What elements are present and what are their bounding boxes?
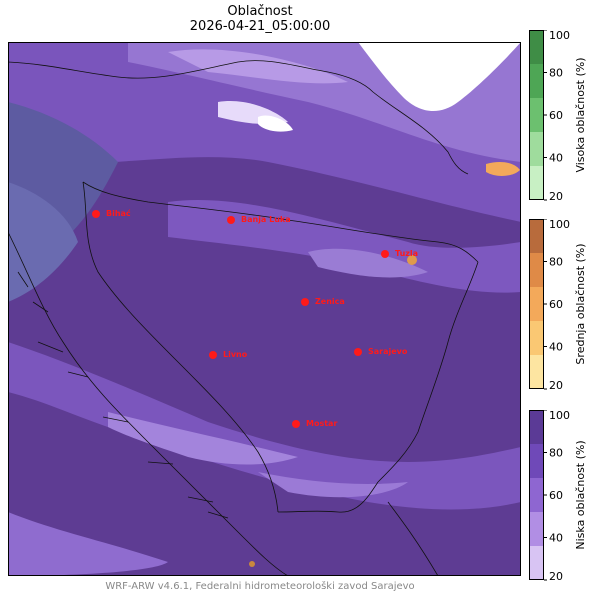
map-title: Oblačnost: [227, 4, 293, 19]
city-marker-banja-luka: Banja Luka: [227, 215, 291, 224]
colorbar-mid-clouds: 100 80 60 40 20 Srednja oblačnost (%): [529, 219, 587, 391]
colorbar-segment: [529, 410, 544, 444]
city-marker-tuzla: Tuzla: [381, 249, 418, 258]
colorbar-tick-label: 60: [549, 298, 563, 311]
city-marker-zenica: Zenica: [301, 297, 345, 306]
colorbar-segment: [529, 64, 544, 98]
city-label: Livno: [223, 350, 248, 359]
city-marker-mostar: Mostar: [292, 419, 337, 428]
colorbar-tick-label: 40: [549, 532, 563, 545]
colorbar-tick-label: 100: [549, 219, 570, 231]
colorbar-tick-label: 40: [549, 152, 563, 165]
colorbar-tick-label: 100: [549, 410, 570, 422]
city-label: Bihać: [106, 208, 131, 218]
colorbar-frame: [529, 410, 544, 580]
colorbar-tick-label: 60: [549, 489, 563, 502]
colorbar-segment: [529, 219, 544, 253]
colorbar-high-clouds: 100 80 60 40 20 Visoka oblačnost (%): [529, 30, 587, 202]
colorbar-segment: [529, 98, 544, 132]
city-label: Banja Luka: [241, 215, 291, 224]
colorbar-segment: [529, 546, 544, 580]
colorbar-segment: [529, 512, 544, 546]
city-marker-bihac: Bihać: [92, 208, 131, 218]
map-timestamp: 2026-04-21_05:00:00: [189, 19, 331, 34]
colorbar-frame: [529, 219, 544, 389]
colorbar-frame: [529, 30, 544, 200]
colorbar-tick-label: 100: [549, 30, 570, 42]
colorbar-segment: [529, 355, 544, 389]
footer-credit: WRF-ARW v4.6.1, Federalni hidrometeorolo…: [105, 581, 415, 592]
city-marker-sarajevo: Sarajevo: [354, 347, 408, 356]
colorbar-segment: [529, 478, 544, 512]
colorbar-low-clouds: 100 80 60 40 20 Niska oblačnost (%): [529, 410, 587, 582]
city-label: Sarajevo: [368, 347, 408, 356]
colorbar-tick-label: 40: [549, 341, 563, 354]
colorbar-segment: [529, 287, 544, 321]
cloud-map: Bihać Banja Luka Tuzla Zenica Livno Sara…: [8, 42, 521, 576]
colorbar-label: Niska oblačnost (%): [574, 440, 587, 549]
colorbar-segment: [529, 444, 544, 478]
colorbar-segment: [529, 166, 544, 200]
city-marker-livno: Livno: [209, 350, 248, 359]
colorbar-tick-label: 60: [549, 109, 563, 122]
colorbar-segment: [529, 30, 544, 64]
city-label: Zenica: [315, 297, 345, 306]
colorbar-segment: [529, 321, 544, 355]
colorbar-label: Srednja oblačnost (%): [574, 243, 587, 364]
colorbar-label: Visoka oblačnost (%): [574, 57, 587, 172]
colorbar-tick-label: 80: [549, 256, 563, 269]
city-label: Tuzla: [395, 249, 418, 258]
colorbar-tick-label: 20: [549, 190, 563, 202]
colorbar-tick-label: 80: [549, 67, 563, 80]
colorbar-segment: [529, 253, 544, 287]
colorbar-tick-label: 80: [549, 447, 563, 460]
colorbar-tick-label: 20: [549, 379, 563, 391]
colorbar-segment: [529, 132, 544, 166]
colorbar-tick-label: 20: [549, 570, 563, 582]
city-label: Mostar: [306, 419, 337, 428]
